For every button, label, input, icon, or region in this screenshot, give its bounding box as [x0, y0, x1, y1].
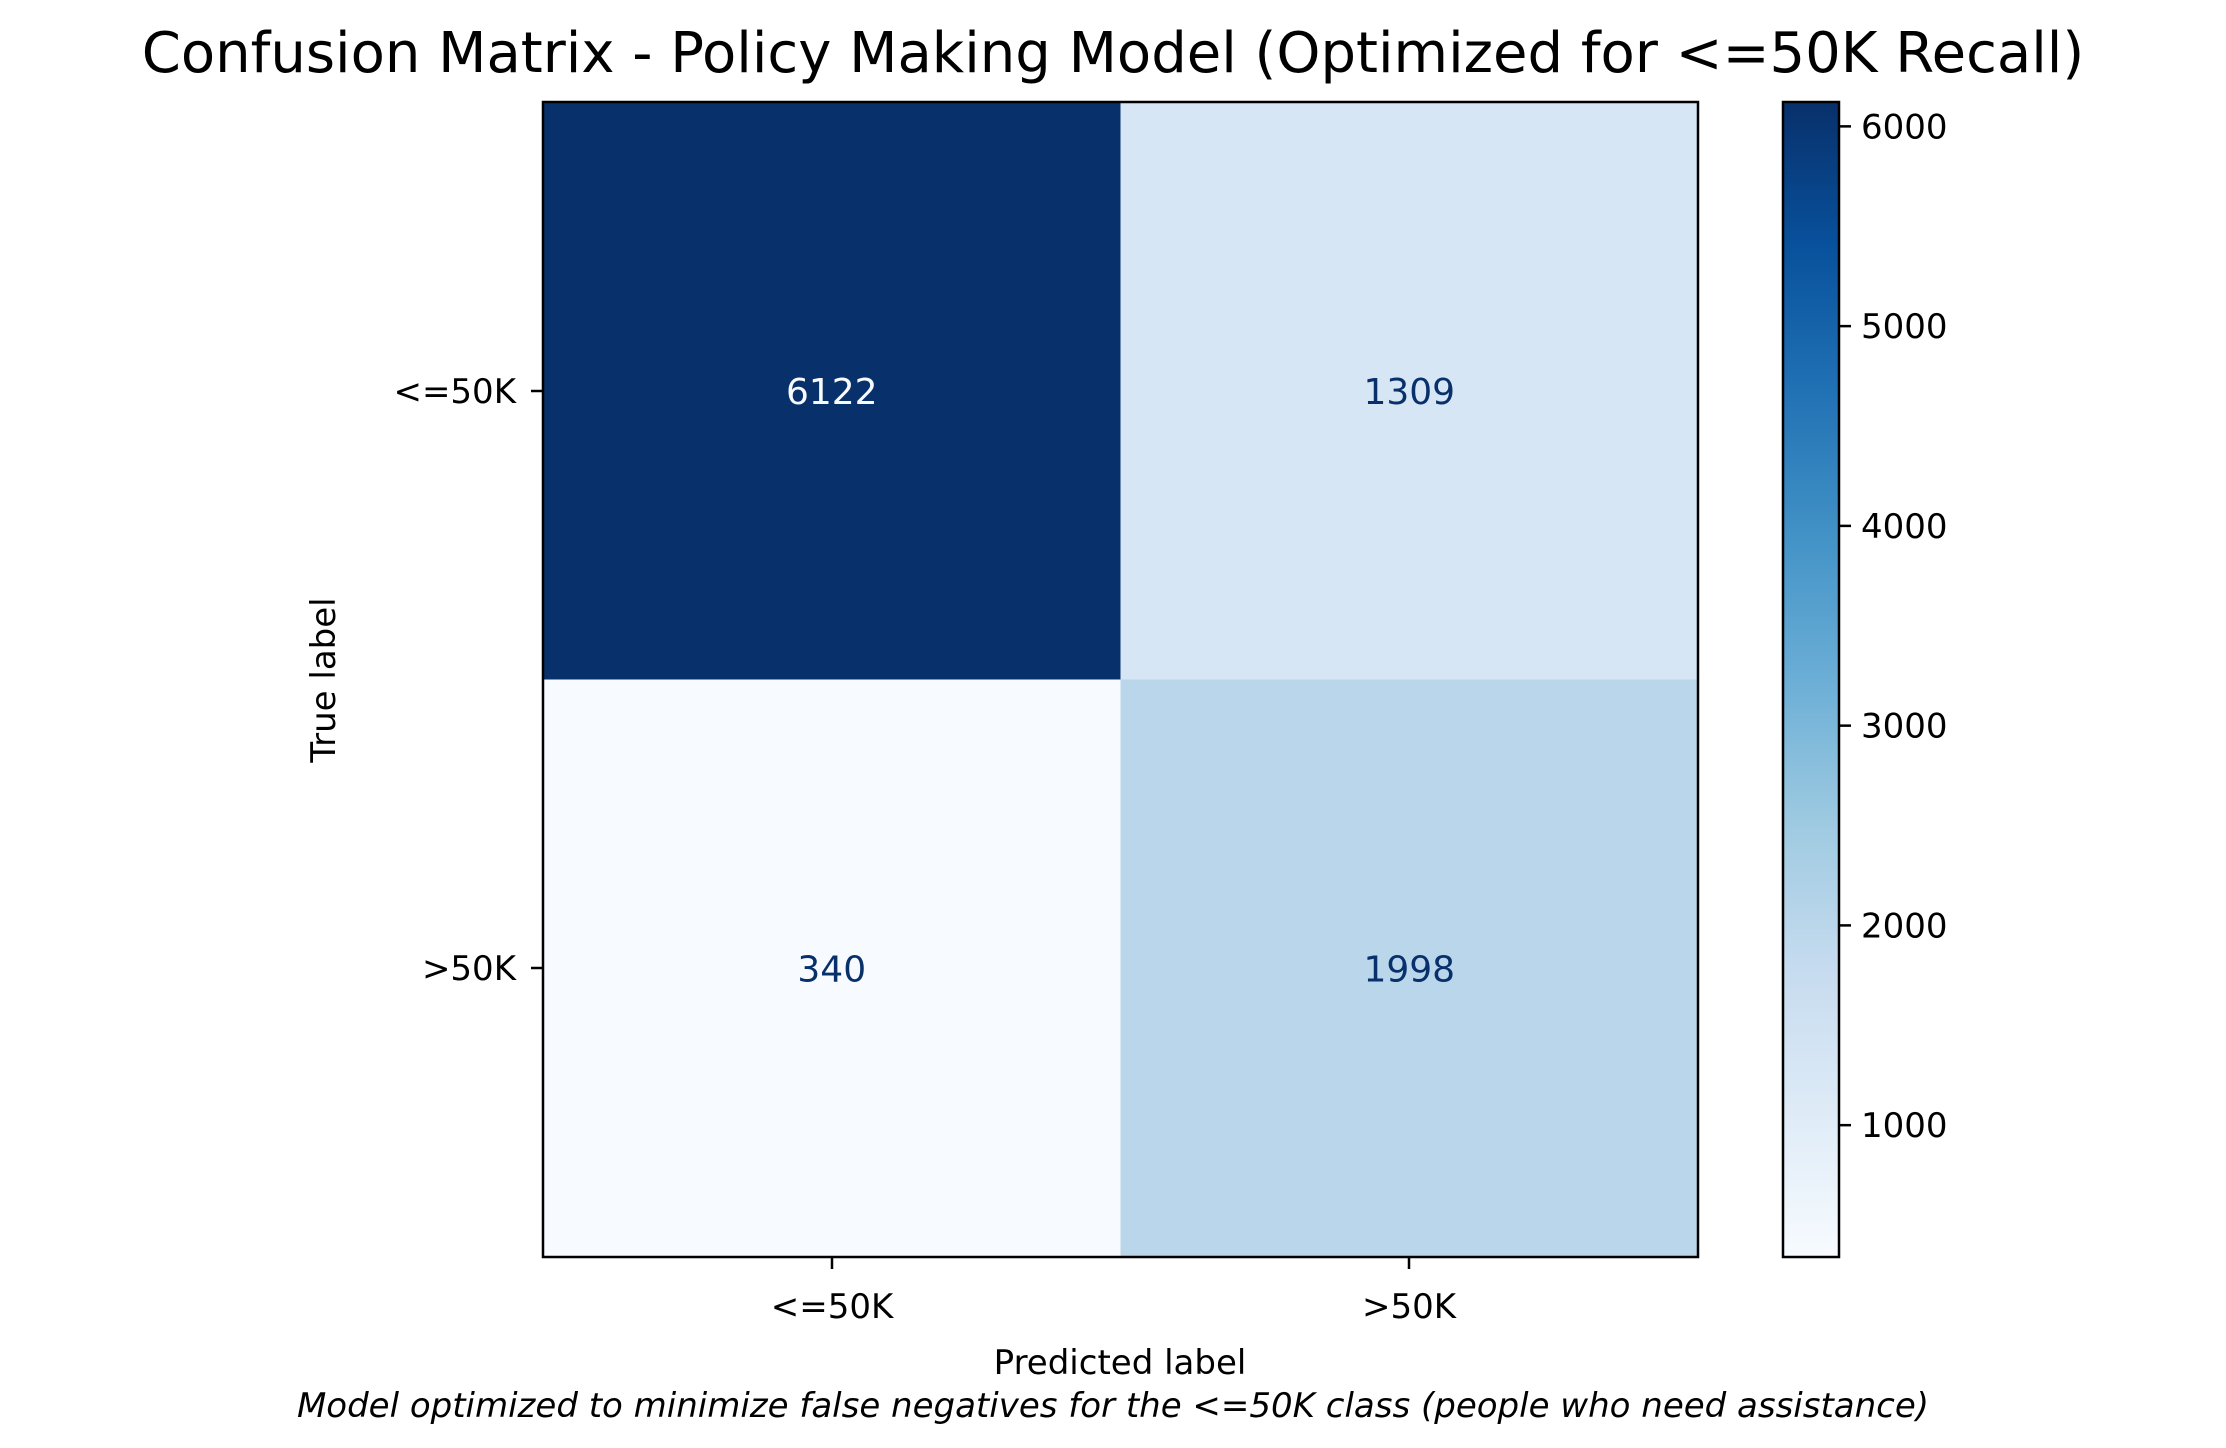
colorbar-ticks: 1000 2000 3000 4000 5000 6000	[1839, 107, 1948, 1146]
colorbar-tick-label-1: 2000	[1861, 906, 1948, 946]
cell-value-0-1: 1309	[1363, 372, 1455, 413]
cell-value-1-0: 340	[797, 949, 866, 990]
x-axis: <=50K >50K	[771, 1257, 1458, 1327]
matrix-cell-0-1	[1120, 102, 1698, 680]
colorbar-tick-label-0: 1000	[1861, 1106, 1948, 1146]
chart-caption: Model optimized to minimize false negati…	[297, 1386, 1929, 1426]
matrix-cells: 6122 1309 340 1998	[543, 102, 1698, 1257]
y-tick-label-0: <=50K	[393, 372, 517, 412]
x-axis-label: Predicted label	[994, 1343, 1247, 1383]
plot-frame	[541, 100, 1700, 1259]
colorbar-tick-label-3: 4000	[1861, 507, 1948, 547]
y-axis: <=50K >50K	[393, 372, 543, 989]
colorbar-gradient	[1781, 100, 1841, 1259]
colorbar-tick-label-2: 3000	[1861, 707, 1948, 747]
matrix-cell-0-0	[543, 102, 1121, 680]
colorbar-tick-label-5: 6000	[1861, 107, 1948, 147]
y-axis-label: True label	[304, 597, 344, 763]
x-tick-label-0: <=50K	[771, 1287, 895, 1327]
y-tick-label-1: >50K	[422, 949, 518, 989]
matrix-cell-1-0	[543, 679, 1121, 1257]
cell-value-0-0: 6122	[786, 372, 878, 413]
x-tick-label-1: >50K	[1362, 1287, 1458, 1327]
colorbar: 1000 2000 3000 4000 5000 6000	[1781, 100, 1948, 1259]
chart-title: Confusion Matrix - Policy Making Model (…	[142, 21, 2084, 86]
colorbar-tick-label-4: 5000	[1861, 307, 1948, 347]
matrix-cell-1-1	[1120, 679, 1698, 1257]
cell-value-1-1: 1998	[1363, 949, 1455, 990]
